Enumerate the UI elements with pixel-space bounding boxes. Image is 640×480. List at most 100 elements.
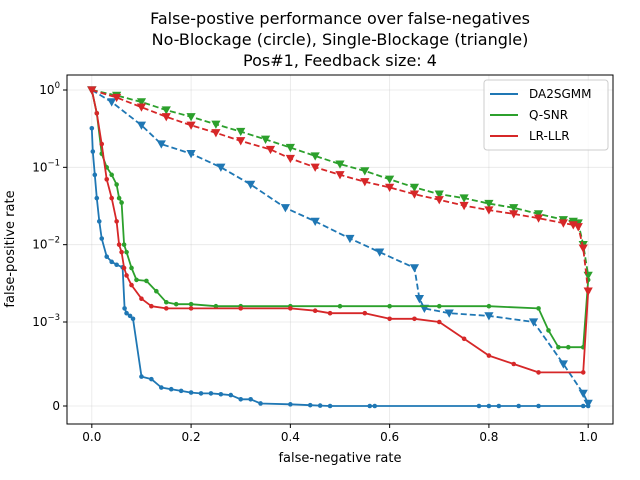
data-point-da2sgmm-single-blockage — [310, 217, 320, 226]
data-point-q-snr-no-blockage — [124, 249, 129, 255]
data-point-da2sgmm-no-blockage — [139, 374, 144, 379]
data-point-lr-llr-no-blockage — [149, 303, 154, 309]
data-point-lr-llr-single-blockage — [533, 214, 544, 223]
data-point-q-snr-single-blockage — [211, 120, 221, 129]
data-point-lr-llr-no-blockage — [94, 110, 100, 116]
data-point-lr-llr-no-blockage — [119, 249, 124, 255]
data-point-da2sgmm-single-blockage — [578, 389, 588, 398]
data-point-q-snr-no-blockage — [536, 306, 541, 311]
legend-entry-q-snr: Q-SNR — [490, 108, 568, 122]
data-point-q-snr-no-blockage — [173, 301, 179, 307]
chart-title-line-2: No-Blockage (circle), Single-Blockage (t… — [152, 30, 529, 49]
data-point-lr-llr-single-blockage — [385, 183, 395, 193]
legend-label-q-snr: Q-SNR — [529, 108, 568, 122]
data-point-da2sgmm-no-blockage — [90, 149, 96, 154]
legend-entry-lr-llr: LR-LLR — [490, 129, 570, 143]
data-point-da2sgmm-no-blockage — [198, 391, 204, 396]
data-point-da2sgmm-no-blockage — [109, 259, 114, 265]
data-point-q-snr-single-blockage — [533, 210, 544, 219]
x-axis: 0.0 0.2 0.4 0.6 0.8 1.0 — [82, 424, 598, 444]
data-point-lr-llr-no-blockage — [436, 319, 442, 325]
y-axis: 0 10−3 10−2 10−1 100 — [32, 81, 67, 413]
data-point-q-snr-no-blockage — [566, 344, 571, 350]
data-point-lr-llr-no-blockage — [124, 273, 129, 278]
data-point-q-snr-no-blockage — [119, 200, 124, 205]
legend: DA2SGMM Q-SNR LR-LLR — [483, 79, 609, 151]
data-point-lr-llr-single-blockage — [310, 163, 320, 172]
data-point-lr-llr-single-blockage — [211, 129, 221, 138]
legend-box — [483, 79, 609, 151]
data-point-da2sgmm-no-blockage — [486, 403, 492, 409]
data-point-da2sgmm-no-blockage — [536, 403, 541, 409]
data-point-da2sgmm-no-blockage — [516, 403, 521, 409]
data-point-lr-llr-no-blockage — [109, 195, 114, 201]
data-point-q-snr-no-blockage — [556, 344, 561, 350]
data-point-da2sgmm-no-blockage — [317, 403, 323, 408]
data-point-da2sgmm-no-blockage — [248, 396, 253, 402]
data-point-lr-llr-single-blockage — [459, 201, 469, 211]
data-point-da2sgmm-single-blockage — [136, 121, 147, 130]
plot-area-frame — [66, 74, 614, 425]
data-point-lr-llr-no-blockage — [163, 306, 169, 311]
data-point-da2sgmm-no-blockage — [89, 125, 95, 131]
data-point-da2sgmm-single-blockage — [375, 248, 385, 257]
data-point-q-snr-no-blockage — [486, 303, 492, 309]
data-point-da2sgmm-no-blockage — [168, 386, 174, 392]
data-point-da2sgmm-single-blockage — [107, 98, 117, 107]
data-point-lr-llr-no-blockage — [461, 336, 467, 342]
data-point-lr-llr-no-blockage — [114, 219, 119, 224]
data-point-da2sgmm-single-blockage — [280, 204, 290, 213]
x-tick-label: 0.4 — [281, 430, 300, 444]
data-point-lr-llr-no-blockage — [312, 308, 318, 313]
data-point-lr-llr-no-blockage — [327, 310, 333, 316]
data-point-lr-llr-single-blockage — [161, 113, 171, 122]
data-point-lr-llr-single-blockage — [136, 103, 147, 112]
data-point-da2sgmm-single-blockage — [246, 180, 256, 190]
data-point-q-snr-single-blockage — [186, 113, 196, 122]
data-point-da2sgmm-single-blockage — [216, 163, 226, 172]
data-point-da2sgmm-no-blockage — [208, 391, 214, 396]
data-point-lr-llr-single-blockage — [360, 178, 370, 187]
data-point-da2sgmm-no-blockage — [130, 316, 136, 322]
x-tick-label: 0.6 — [380, 430, 399, 444]
data-point-q-snr-no-blockage — [114, 182, 119, 187]
data-point-q-snr-single-blockage — [136, 98, 147, 107]
data-point-q-snr-single-blockage — [236, 127, 246, 137]
series-layer — [87, 86, 593, 409]
data-point-lr-llr-no-blockage — [362, 310, 368, 316]
x-axis-label: false-negative rate — [278, 451, 401, 466]
data-point-q-snr-single-blockage — [459, 194, 469, 203]
data-point-da2sgmm-no-blockage — [258, 401, 263, 406]
data-point-da2sgmm-single-blockage — [186, 150, 196, 159]
data-point-q-snr-no-blockage — [163, 299, 169, 305]
legend-label-lr-llr: LR-LLR — [529, 129, 570, 143]
series-da2sgmm-single-blockage — [87, 86, 593, 409]
data-point-q-snr-single-blockage — [484, 199, 494, 209]
data-point-q-snr-single-blockage — [285, 143, 295, 153]
data-point-lr-llr-no-blockage — [129, 282, 134, 288]
series-line-da2sgmm-single-blockage — [91, 89, 590, 404]
x-tick-label: 0.0 — [82, 430, 101, 444]
series-da2sgmm-no-blockage — [89, 125, 591, 409]
data-point-lr-llr-single-blockage — [112, 93, 122, 103]
data-point-da2sgmm-single-blockage — [558, 360, 568, 369]
data-point-q-snr-no-blockage — [116, 195, 122, 201]
chart-title-line-1: False-postive performance over false-neg… — [150, 9, 530, 28]
data-point-q-snr-single-blockage — [161, 106, 171, 115]
data-point-q-snr-single-blockage — [434, 190, 444, 199]
data-point-lr-llr-single-blockage — [265, 145, 276, 155]
data-point-lr-llr-no-blockage — [238, 306, 244, 311]
data-point-lr-llr-no-blockage — [288, 306, 293, 311]
data-point-da2sgmm-no-blockage — [218, 391, 224, 397]
data-point-lr-llr-single-blockage — [285, 154, 295, 164]
data-point-lr-llr-no-blockage — [486, 353, 492, 358]
y-tick-label: 100 — [39, 81, 60, 97]
data-point-q-snr-no-blockage — [121, 242, 127, 247]
y-axis-label: false-positive rate — [3, 190, 18, 307]
data-point-da2sgmm-no-blockage — [114, 262, 119, 268]
data-point-da2sgmm-single-blockage — [444, 309, 454, 318]
data-point-da2sgmm-no-blockage — [188, 390, 194, 395]
data-point-lr-llr-no-blockage — [99, 141, 105, 147]
data-point-lr-llr-no-blockage — [116, 242, 122, 247]
